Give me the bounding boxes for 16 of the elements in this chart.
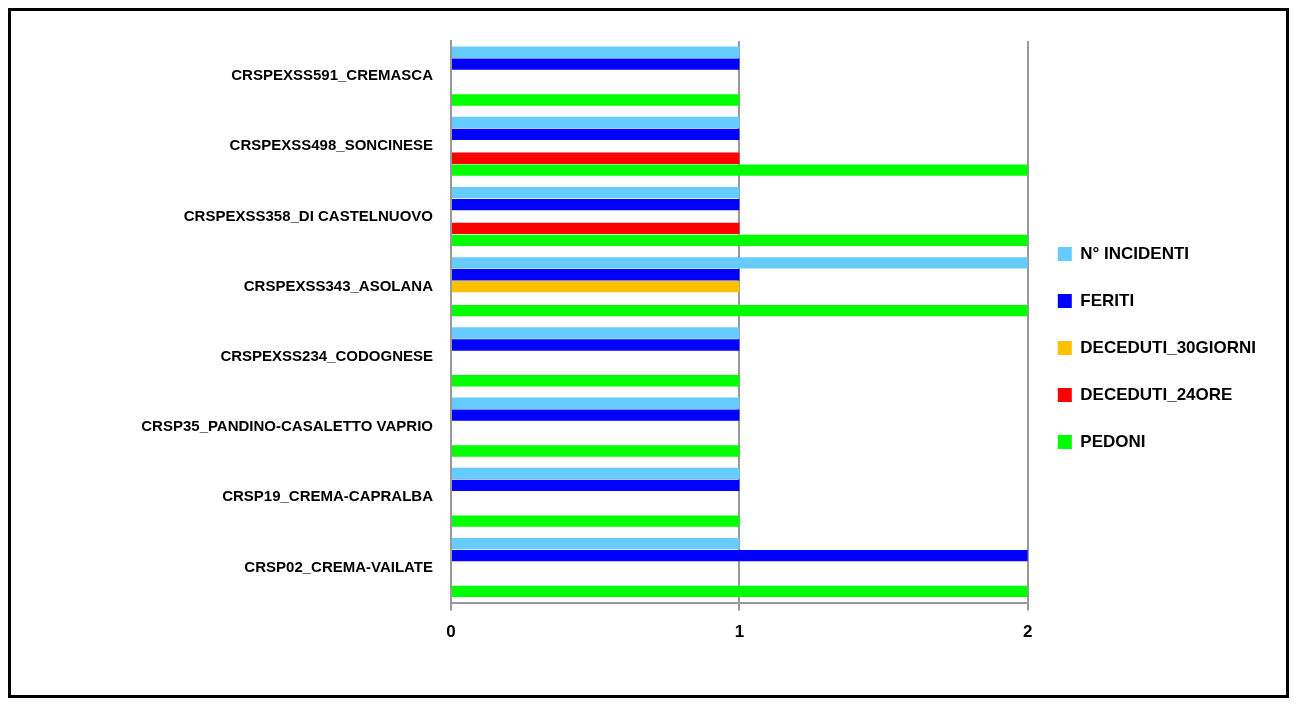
y-tick-label: CRSPEXSS234_CODOGNESE xyxy=(220,347,433,365)
y-tick-label: CRSPEXSS498_SONCINESE xyxy=(229,136,433,154)
y-tick-label: CRSP02_CREMA-VAILATE xyxy=(244,557,433,575)
legend-label: DECEDUTI_30GIORNI xyxy=(1080,337,1256,357)
x-tick-label: 2 xyxy=(1023,622,1033,642)
legend-label: FERITI xyxy=(1080,290,1135,310)
x-tick-label: 0 xyxy=(446,622,456,642)
y-tick-label: CRSPEXSS343_ASOLANA xyxy=(243,276,434,294)
y-tick-label: CRSPEXSS591_CREMASCA xyxy=(231,66,434,84)
x-tick-label: 1 xyxy=(734,622,745,642)
y-tick-label: CRSP35_PANDINO-CASALETTO VAPRIO xyxy=(141,417,434,435)
legend-label: PEDONI xyxy=(1080,431,1146,451)
y-tick-label: CRSPEXSS358_DI CASTELNUOVO xyxy=(183,206,434,224)
y-tick-label: CRSP19_CREMA-CAPRALBA xyxy=(222,487,434,505)
legend-label: N° INCIDENTI xyxy=(1080,243,1190,263)
legend-label: DECEDUTI_24ORE xyxy=(1080,384,1233,404)
